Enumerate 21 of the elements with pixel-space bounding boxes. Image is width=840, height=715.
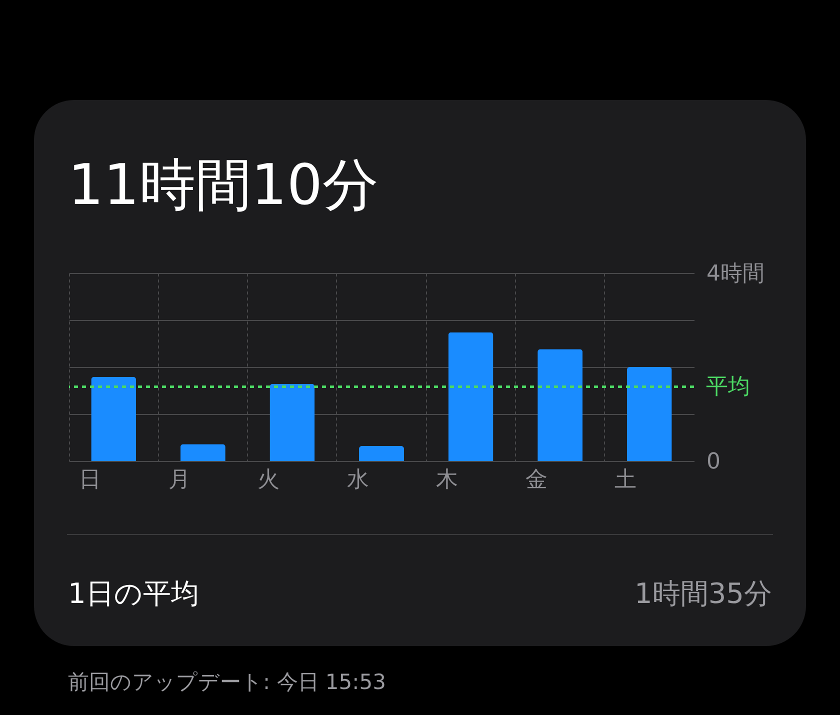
x-tick-label: 水: [346, 468, 369, 492]
y-tick-label: 0: [706, 450, 720, 474]
chart-title: 11時間10分: [68, 153, 379, 218]
bar: [538, 349, 583, 461]
bar: [270, 384, 315, 461]
x-tick-label: 木: [436, 468, 458, 492]
ref-line-label: 平均: [706, 374, 750, 400]
bar: [359, 446, 404, 461]
x-tick-label: 土: [614, 468, 637, 492]
bar: [180, 444, 226, 461]
x-tick-label: 金: [525, 468, 548, 492]
text: 1日の平均: [68, 576, 199, 612]
bar: [626, 367, 672, 461]
text: 前回のアップデート: 今日 15:53: [68, 669, 386, 696]
text: 1時間35分: [634, 576, 772, 612]
y-tick-label: 4時間: [706, 262, 764, 286]
x-tick-label: 日: [79, 468, 101, 492]
x-tick-label: 月: [168, 468, 190, 492]
bar: [91, 376, 136, 461]
bar: [448, 332, 494, 461]
x-tick-label: 火: [258, 468, 280, 492]
